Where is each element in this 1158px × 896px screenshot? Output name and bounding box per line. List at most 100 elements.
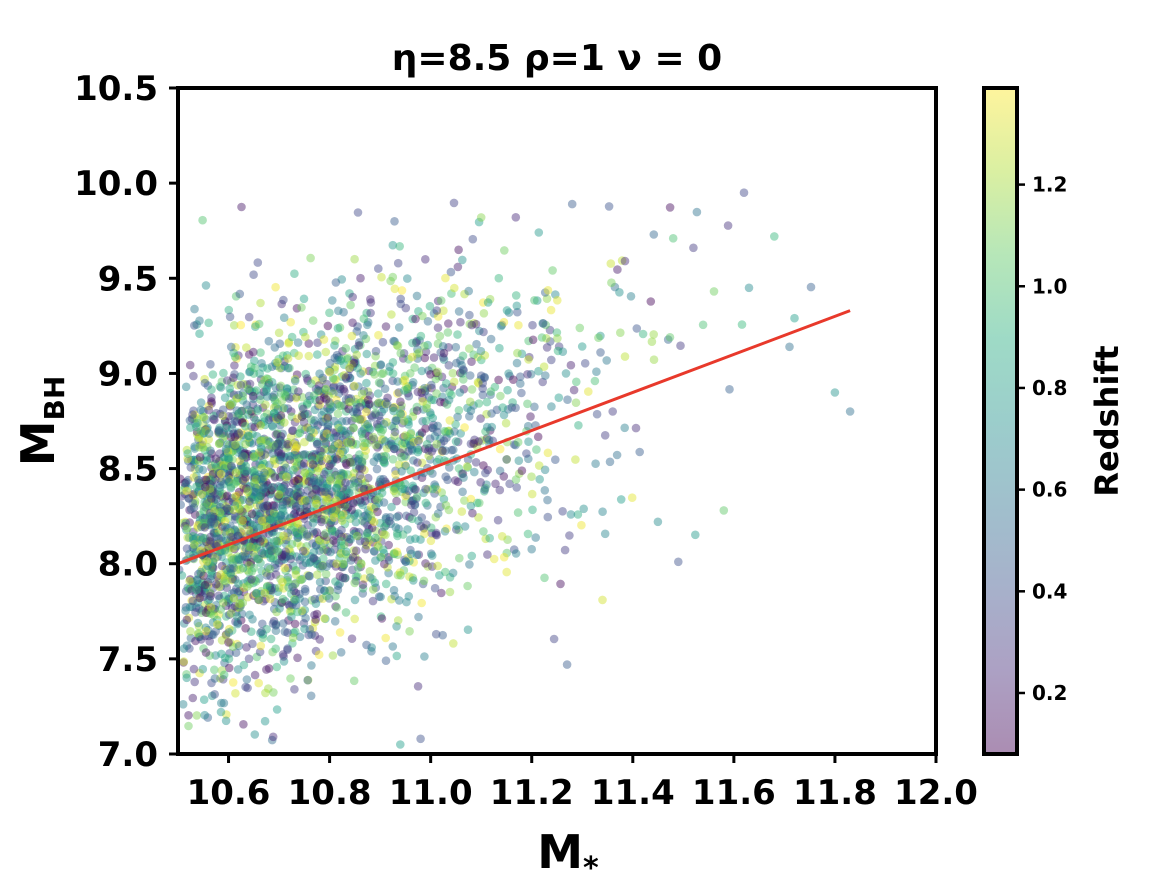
scatter-point [274,415,283,425]
scatter-point [239,484,249,493]
scatter-point [204,435,213,444]
scatter-point [292,489,301,498]
scatter-point [414,516,423,525]
scatter-point [289,586,299,596]
scatter-point [238,430,248,440]
scatter-point [311,376,320,385]
scatter-point [420,386,430,395]
scatter-point [300,425,310,435]
scatter-point [227,575,236,585]
scatter-point [327,450,336,460]
scatter-point [395,409,405,418]
scatter-point [226,473,236,482]
scatter-point [200,600,210,610]
scatter-point [358,433,368,443]
scatter-point [261,594,270,604]
scatter-point [377,400,387,410]
scatter-point [249,450,258,459]
scatter-point [247,491,256,501]
scatter-point [181,477,191,487]
scatter-point [278,465,288,475]
scatter-point [235,466,244,475]
scatter-point [236,528,246,537]
scatter-point [418,393,427,403]
scatter-point [256,491,266,501]
scatter-point [393,570,403,580]
scatter-point [260,412,269,422]
scatter-point [470,435,479,445]
scatter-point [638,329,648,339]
scatter-point [249,270,258,280]
scatter-point [298,574,307,584]
scatter-point [186,504,196,514]
scatter-point [551,290,560,299]
scatter-point [254,554,263,564]
scatter-point [195,442,204,452]
scatter-point [275,455,285,465]
scatter-point [250,670,260,680]
scatter-point [384,440,394,450]
scatter-point [512,301,522,311]
scatter-point [344,371,353,380]
scatter-point [438,630,448,640]
scatter-point [300,450,310,459]
scatter-point [356,398,366,407]
scatter-point [437,588,446,598]
scatter-point [290,509,300,518]
scatter-point [202,500,211,509]
scatter-point [212,532,221,541]
scatter-point [299,619,309,628]
scatter-point [331,577,340,586]
scatter-point [364,400,373,410]
scatter-point [222,448,231,458]
scatter-point [312,528,322,537]
scatter-point [431,530,441,539]
scatter-point [373,541,383,550]
scatter-point [400,451,409,460]
scatter-point [214,575,224,584]
scatter-point [333,324,343,333]
scatter-point [222,570,231,580]
scatter-point [195,452,205,462]
scatter-point [537,333,547,342]
scatter-point [351,517,361,527]
scatter-point [249,510,259,520]
scatter-point [334,389,344,399]
scatter-point [215,473,225,483]
scatter-point [225,506,234,516]
scatter-point [328,455,338,465]
scatter-point [401,497,411,507]
scatter-point [404,417,413,427]
scatter-point [255,647,265,657]
scatter-point [260,420,270,430]
scatter-point [315,594,325,603]
scatter-point [503,405,513,414]
scatter-point [577,520,586,530]
scatter-point [331,375,340,384]
scatter-point [272,607,281,617]
scatter-point [459,473,468,482]
scatter-point [350,511,359,520]
scatter-point [251,508,261,517]
scatter-point [353,409,362,418]
scatter-point [294,530,304,540]
scatter-point [216,438,225,448]
scatter-point [234,579,243,588]
scatter-point [439,348,449,358]
scatter-point [195,316,204,326]
scatter-point [256,442,266,452]
scatter-point [314,401,323,411]
scatter-point [280,361,290,371]
scatter-point [178,700,188,709]
scatter-point [473,352,483,362]
scatter-point [361,400,371,410]
scatter-point [181,517,190,527]
scatter-point [453,330,462,339]
scatter-point [562,660,572,669]
scatter-point [319,483,329,493]
scatter-point [293,488,302,498]
scatter-point [329,559,338,568]
scatter-point [352,464,361,473]
scatter-point [375,424,385,434]
scatter-point [276,436,285,445]
